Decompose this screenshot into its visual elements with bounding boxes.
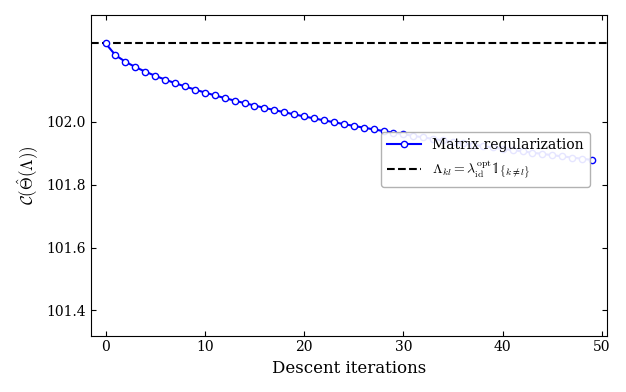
Matrix regularization xyxy=(131,65,139,69)
Matrix regularization xyxy=(330,120,337,125)
Matrix regularization xyxy=(211,93,218,98)
Matrix regularization xyxy=(241,101,249,105)
Matrix regularization xyxy=(459,141,467,146)
Matrix regularization xyxy=(340,122,347,127)
Matrix regularization xyxy=(419,135,427,140)
Matrix regularization xyxy=(519,149,526,154)
Matrix regularization xyxy=(231,98,239,103)
Matrix regularization xyxy=(201,90,208,95)
Matrix regularization xyxy=(529,151,536,155)
Matrix regularization xyxy=(538,152,546,156)
Matrix regularization xyxy=(260,105,268,110)
Matrix regularization xyxy=(270,108,278,113)
Matrix regularization xyxy=(320,118,327,123)
X-axis label: Descent iterations: Descent iterations xyxy=(272,360,426,377)
$\Lambda_{kl} = \lambda_{\mathrm{id}}^{\mathrm{opt}} \mathbb{1}_{\{k \neq l\}}$ xyxy=(111,41,119,45)
Matrix regularization xyxy=(439,138,447,143)
Matrix regularization xyxy=(588,158,596,162)
Matrix regularization xyxy=(280,110,288,114)
Matrix regularization xyxy=(489,145,496,150)
Matrix regularization xyxy=(469,142,476,147)
Matrix regularization xyxy=(310,116,318,121)
Matrix regularization xyxy=(578,156,586,161)
Matrix regularization xyxy=(172,81,179,85)
Matrix regularization xyxy=(141,69,149,74)
Matrix regularization xyxy=(121,59,129,64)
Matrix regularization xyxy=(479,144,486,149)
Matrix regularization xyxy=(290,112,298,117)
Line: Matrix regularization: Matrix regularization xyxy=(103,40,595,163)
Matrix regularization xyxy=(221,96,228,100)
Matrix regularization xyxy=(151,73,159,78)
Matrix regularization xyxy=(399,132,407,137)
Legend: Matrix regularization, $\Lambda_{kl} = \lambda_{\mathrm{id}}^{\mathrm{opt}} \mat: Matrix regularization, $\Lambda_{kl} = \… xyxy=(381,132,590,187)
Matrix regularization xyxy=(350,123,357,128)
Matrix regularization xyxy=(390,130,398,135)
Matrix regularization xyxy=(250,103,258,108)
Matrix regularization xyxy=(568,155,576,160)
Matrix regularization xyxy=(558,154,566,159)
Matrix regularization xyxy=(191,87,198,92)
Matrix regularization xyxy=(548,153,556,158)
Matrix regularization xyxy=(360,125,367,130)
$\Lambda_{kl} = \lambda_{\mathrm{id}}^{\mathrm{opt}} \mathbb{1}_{\{k \neq l\}}$ xyxy=(102,41,110,45)
Matrix regularization xyxy=(499,147,506,151)
Matrix regularization xyxy=(409,134,417,138)
Matrix regularization xyxy=(449,140,457,144)
Matrix regularization xyxy=(370,127,377,132)
Matrix regularization xyxy=(181,84,188,89)
Matrix regularization xyxy=(429,136,437,141)
Matrix regularization xyxy=(509,148,516,152)
Y-axis label: $\mathcal{C}(\hat{\Theta}(\Lambda))$: $\mathcal{C}(\hat{\Theta}(\Lambda))$ xyxy=(15,145,41,205)
Matrix regularization xyxy=(111,53,119,58)
Matrix regularization xyxy=(102,41,110,45)
Matrix regularization xyxy=(162,77,169,82)
Matrix regularization xyxy=(300,114,308,119)
Matrix regularization xyxy=(380,129,387,133)
